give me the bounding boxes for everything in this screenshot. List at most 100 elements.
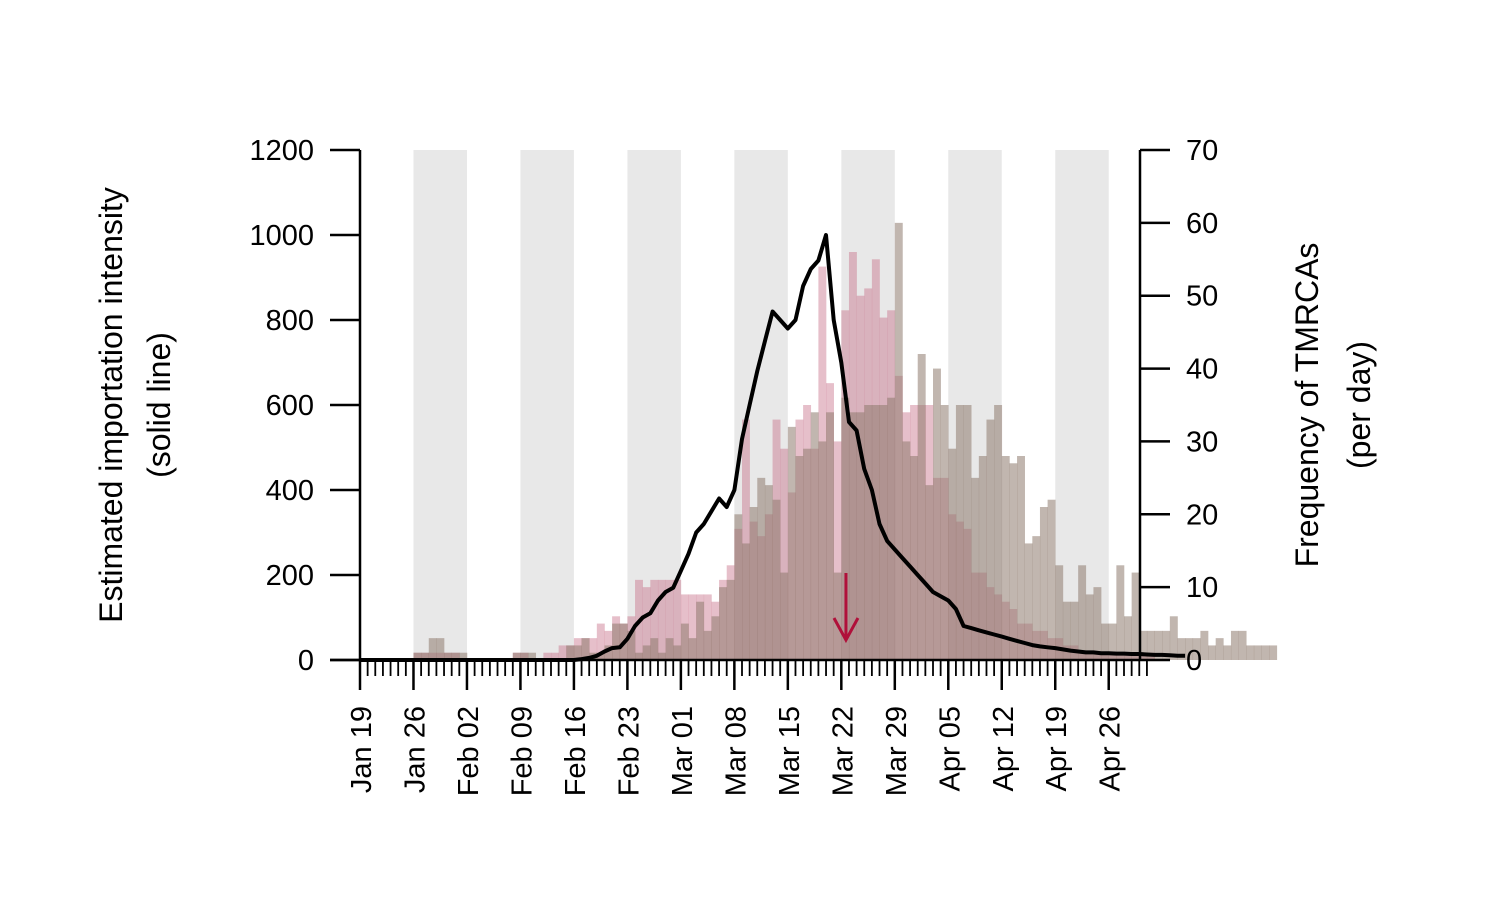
bar-series-a <box>558 645 567 660</box>
bar-series-b <box>1024 543 1033 660</box>
bar-series-b <box>1093 587 1102 660</box>
bar-series-b <box>1116 565 1125 660</box>
bar-series-b <box>726 579 735 660</box>
bar-series-a <box>589 638 598 660</box>
right-axis-tick-label: 60 <box>1186 208 1218 240</box>
bar-series-b <box>1223 645 1232 660</box>
bar-series-b <box>764 485 773 660</box>
bar-series-b <box>1131 572 1140 660</box>
bar-series-b <box>1208 645 1216 660</box>
bar-series-b <box>1146 630 1155 660</box>
bar-series-a <box>596 623 605 660</box>
bar-series-b <box>871 405 880 660</box>
left-axis-tick-label: 400 <box>266 475 314 507</box>
bar-series-b <box>520 652 529 660</box>
bar-series-b <box>971 477 980 660</box>
bar-series-a <box>551 652 559 660</box>
bar-series-b <box>826 412 834 660</box>
right-axis-tick-label: 10 <box>1186 572 1218 604</box>
bar-series-b <box>421 652 430 660</box>
bar-series-b <box>887 397 896 660</box>
bar-series-b <box>573 645 582 660</box>
bar-series-b <box>917 354 926 660</box>
bar-series-b <box>910 456 919 660</box>
axes: 0 200 400 600 800 1000 1200 0 10 20 30 40 50 60 70 Jan … <box>249 135 1218 796</box>
bar-series-b <box>1108 623 1117 660</box>
x-axis-tick-label: Jan 26 <box>399 706 431 793</box>
bar-series-b <box>757 477 766 660</box>
right-axis-tick-label: 30 <box>1186 426 1218 458</box>
bar-series-b <box>978 456 987 660</box>
bar-series-b <box>1085 594 1094 660</box>
bar-series-b <box>1269 645 1278 660</box>
bar-series-a <box>833 441 842 660</box>
bar-series-b <box>596 652 605 660</box>
bar-series-b <box>1062 601 1071 660</box>
bar-series-b <box>803 448 812 660</box>
x-axis-tick-label: Feb 02 <box>453 706 485 796</box>
bar-series-b <box>627 630 636 660</box>
bar-series-b <box>1017 456 1025 660</box>
bar-series-b <box>696 601 705 660</box>
bar-series-b <box>1253 645 1262 660</box>
bar-series-b <box>818 441 827 660</box>
bar-series-b <box>1261 645 1270 660</box>
bar-series-b <box>581 638 590 660</box>
left-axis-tick-label: 200 <box>266 560 314 592</box>
bar-series-b <box>1177 638 1186 660</box>
x-axis-tick-label: Feb 23 <box>613 706 645 796</box>
bar-series-a <box>742 419 750 660</box>
bar-series-b <box>986 419 995 660</box>
right-axis-tick-label: 70 <box>1186 135 1218 167</box>
bar-series-b <box>1230 630 1239 660</box>
bar-series-a <box>703 594 712 660</box>
bar-series-b <box>894 222 903 660</box>
bar-series-b <box>742 543 750 660</box>
bar-series-a <box>688 594 697 660</box>
left-axis-tick-label: 1000 <box>249 220 314 252</box>
left-axis-tick-label: 1200 <box>249 135 314 167</box>
right-axis-tick-label: 20 <box>1186 499 1218 531</box>
bar-series-a <box>642 587 651 660</box>
bar-series-b <box>711 616 720 660</box>
left-axis-tick-label: 800 <box>266 305 314 337</box>
right-axis-tick-label: 40 <box>1186 354 1218 386</box>
bar-series-a <box>543 652 552 660</box>
bar-series-b <box>512 652 521 660</box>
bar-series-b <box>1055 565 1064 660</box>
shaded-week-band <box>627 150 681 660</box>
bar-series-b <box>749 507 758 660</box>
bar-series-b <box>428 638 437 660</box>
right-axis-tick-label: 0 <box>1186 645 1202 677</box>
bar-series-b <box>719 587 728 660</box>
bar-series-b <box>787 426 796 660</box>
bar-series-b <box>612 623 621 660</box>
bar-series-a <box>780 448 789 660</box>
x-axis-tick-label: Mar 08 <box>720 706 752 796</box>
bar-series-b <box>436 638 445 660</box>
bar-series-b <box>1078 565 1087 660</box>
bar-series-b <box>444 652 452 660</box>
bar-series-b <box>940 405 949 660</box>
bar-series-b <box>1169 616 1178 660</box>
bar-series-b <box>955 405 964 660</box>
bar-series-b <box>566 645 575 660</box>
x-axis-tick-label: Mar 29 <box>881 706 913 796</box>
bar-series-b <box>841 397 850 660</box>
bar-series-b <box>459 652 468 660</box>
bar-series-b <box>1192 638 1201 660</box>
left-axis-title-line1: Estimated importation intensity <box>93 187 129 623</box>
arrow-head-icon <box>832 617 860 644</box>
bar-series-b <box>1238 630 1247 660</box>
x-axis-tick-label: Jan 19 <box>346 706 378 793</box>
x-axis-tick-label: Mar 15 <box>774 706 806 796</box>
bar-series-b <box>642 645 651 660</box>
x-axis-tick-label: Apr 12 <box>988 706 1020 791</box>
x-axis-tick-label: Mar 01 <box>667 706 699 796</box>
bar-series-b <box>948 448 957 660</box>
bar-series-b <box>1124 616 1132 660</box>
bar-series-b <box>810 412 819 660</box>
x-axis-tick-label: Apr 19 <box>1041 706 1073 791</box>
bar-series-a <box>673 579 682 660</box>
bar-series-b <box>1200 630 1209 660</box>
